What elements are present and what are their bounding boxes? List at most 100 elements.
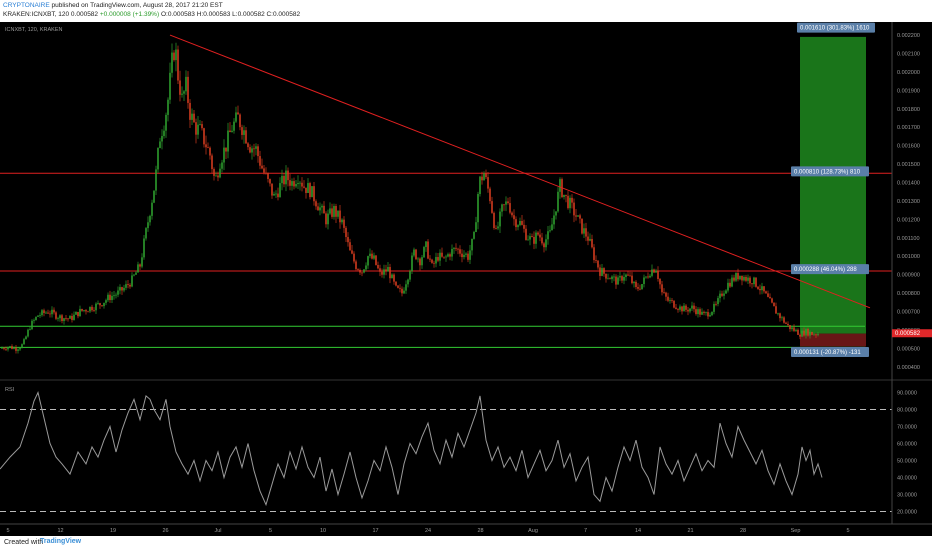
candle-body [771, 298, 773, 303]
measure-label-bg [797, 22, 875, 33]
candle-body [79, 308, 81, 317]
candle-body [529, 236, 531, 240]
price-tick-label: 0.001200 [897, 217, 920, 223]
candle-body [437, 257, 439, 261]
candle-body [217, 175, 219, 178]
candle-body [331, 208, 333, 217]
candle-body [577, 215, 579, 217]
candle-body [493, 212, 495, 229]
candle-body [697, 309, 699, 315]
price-tick-label: 0.001700 [897, 125, 920, 131]
candle-body [251, 148, 253, 153]
candle-body [277, 193, 279, 198]
candle-body [21, 344, 23, 349]
chart-canvas[interactable]: ICNXBT, 120, KRAKEN 0.001610 (301.83%) 16… [0, 22, 932, 536]
price-tick-label: 0.001100 [897, 236, 920, 242]
tradingview-logo[interactable]: TradingView [40, 538, 82, 545]
price-tick-label: 0.002200 [897, 33, 920, 39]
candle-body [425, 241, 427, 248]
candle-body [535, 232, 537, 244]
candle-body [781, 317, 783, 319]
candle-body [769, 296, 771, 299]
candle-body [335, 206, 337, 217]
price-tick-label: 0.001800 [897, 107, 920, 113]
candle-body [813, 334, 815, 336]
candle-body [443, 256, 445, 258]
candle-body [699, 309, 701, 315]
candle-body [367, 256, 369, 266]
candle-body [635, 281, 637, 287]
candle-body [141, 257, 143, 267]
candle-body [595, 260, 597, 261]
candle-body [267, 173, 269, 179]
candle-body [429, 258, 431, 260]
candle-body [343, 219, 345, 228]
price-tick-label: 0.001400 [897, 180, 920, 186]
candle-body [789, 325, 791, 330]
axes: 0.002200 0.002100 0.002000 0.001900 0.001800… [0, 22, 932, 534]
candle-body [703, 311, 705, 313]
candle-body [721, 293, 723, 296]
candle-body [551, 224, 553, 231]
candle-body [213, 169, 215, 176]
candle-body [615, 276, 617, 285]
candle-body [461, 253, 463, 258]
candle-body [49, 313, 51, 315]
candle-body [209, 147, 211, 156]
candle-body [755, 277, 757, 287]
candle-body [101, 305, 103, 307]
time-tick-label: 17 [372, 528, 378, 534]
candle-body [639, 288, 641, 290]
candle-body [523, 224, 525, 229]
candle-body [309, 183, 311, 198]
candle-body [187, 76, 189, 103]
candle-body [553, 215, 555, 225]
candle-body [263, 168, 265, 173]
candle-body [147, 222, 149, 229]
candle-body [733, 277, 735, 281]
author-link[interactable]: CRYPTONAIRE [3, 2, 50, 9]
rsi-line[interactable] [0, 390, 823, 507]
candle-body [159, 141, 161, 148]
candle-body [713, 303, 715, 312]
candle-body [323, 205, 325, 214]
candle-body [545, 239, 547, 248]
stop-zone[interactable] [800, 333, 866, 347]
candle-body [103, 302, 105, 307]
candle-body [7, 347, 9, 350]
candle-body [651, 269, 653, 276]
candle-body [279, 183, 281, 198]
candle-body [609, 278, 611, 280]
candle-body [803, 330, 805, 336]
candle-body [183, 91, 185, 94]
candle-body [815, 334, 817, 336]
candle-body [111, 295, 113, 301]
candle-body [241, 127, 243, 135]
candle-body [261, 165, 263, 169]
rsi-pane[interactable]: RSI [0, 387, 892, 512]
price-pane[interactable]: ICNXBT, 120, KRAKEN 0.001610 (301.83%) 16… [0, 22, 892, 358]
candle-body [3, 347, 5, 349]
candle-body [377, 264, 379, 269]
candle-body [765, 291, 767, 294]
rsi-tick-label: 20.0000 [897, 510, 917, 516]
candle-body [517, 225, 519, 228]
candle-body [15, 347, 17, 351]
candle-body [55, 312, 57, 319]
candle-body [533, 236, 535, 244]
candle-body [563, 194, 565, 198]
target-zone[interactable] [800, 36, 866, 334]
published-text: published on TradingView.com, August 28,… [51, 2, 223, 9]
candle-body [747, 277, 749, 281]
candle-body [173, 52, 175, 61]
candle-body [593, 247, 595, 261]
candle-body [285, 170, 287, 185]
candle-body [691, 305, 693, 309]
candle-body [393, 274, 395, 282]
candle-body [333, 206, 335, 217]
descending-trendline[interactable] [169, 34, 871, 309]
candle-body [521, 220, 523, 225]
created-with-text: Created with [4, 539, 44, 546]
candle-body [121, 287, 123, 291]
candle-body [799, 334, 801, 337]
